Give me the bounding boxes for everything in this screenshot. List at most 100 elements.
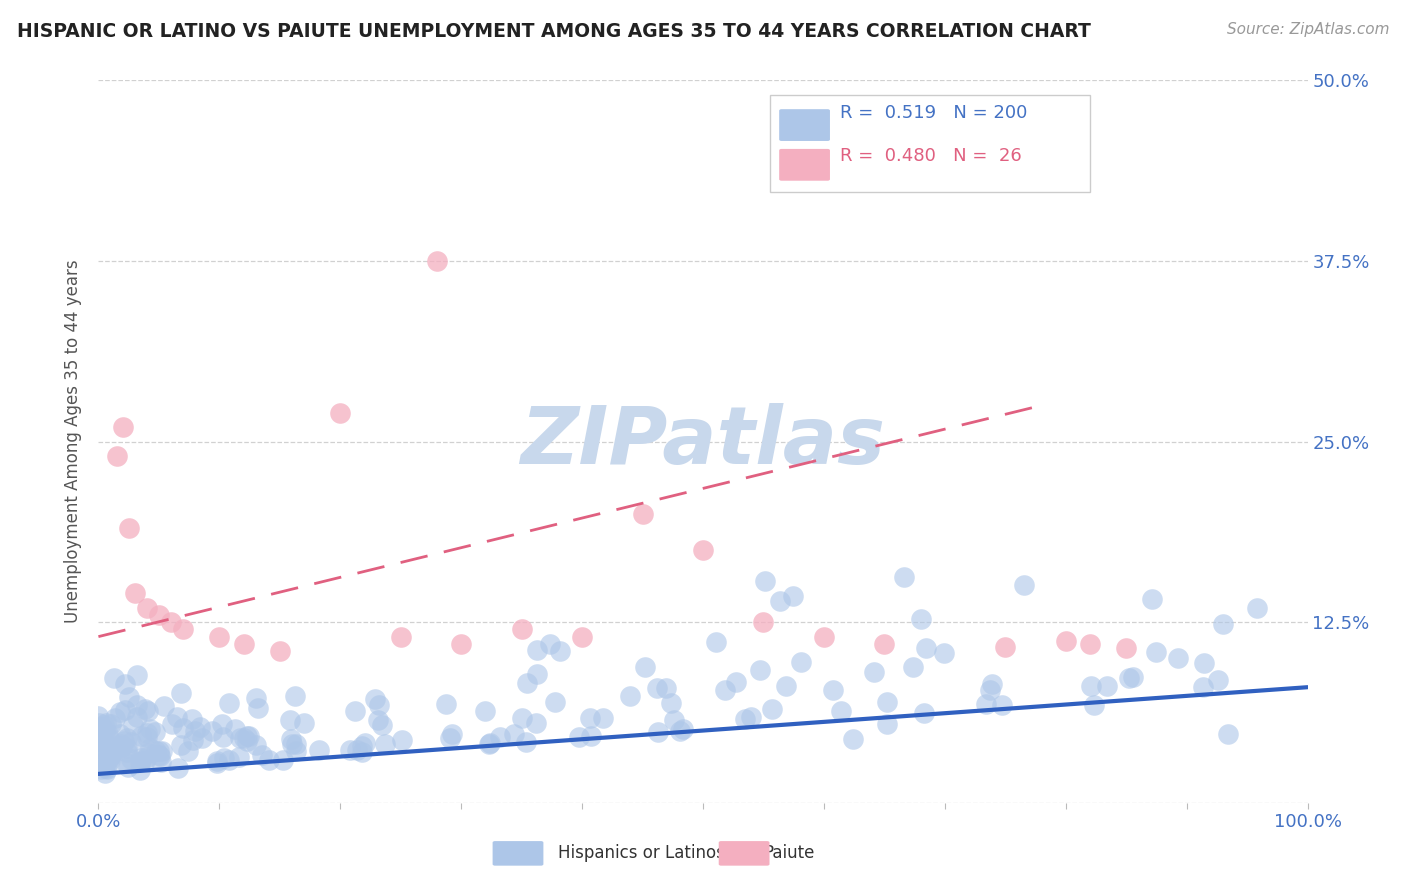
Point [285,737,308,751]
Point [97,730,120,744]
Point [110,739,132,754]
Point [1246,600,1268,615]
Point [489,731,512,745]
Point [145,744,167,758]
Point [233,731,256,745]
Point [669,724,692,739]
Point [191,731,214,746]
Point [990,698,1012,713]
Point [108,727,131,741]
Point [645,681,668,695]
Point [167,761,190,775]
Point [389,630,412,644]
Point [932,646,955,660]
Point [100,748,122,763]
Point [135,730,157,744]
Point [789,655,811,669]
Point [218,753,240,767]
Point [129,754,152,768]
Point [352,739,374,753]
Point [98,745,121,759]
Point [148,747,170,762]
Point [160,717,183,731]
Point [371,718,394,732]
Point [915,640,938,655]
Point [117,741,139,756]
Point [153,698,176,713]
Point [647,724,669,739]
Text: ZIPatlas: ZIPatlas [520,402,886,481]
Point [245,738,267,752]
Point [426,253,449,268]
Point [238,729,260,743]
Point [450,637,472,651]
Point [1080,679,1102,693]
FancyBboxPatch shape [718,841,769,865]
Point [181,712,204,726]
Point [1218,726,1240,740]
Point [724,675,747,690]
Point [96,715,118,730]
Point [502,727,524,741]
Point [208,630,231,644]
Point [740,710,762,724]
Point [184,724,207,739]
Point [830,704,852,718]
Point [893,569,915,583]
Point [127,698,149,712]
FancyBboxPatch shape [492,841,543,865]
Point [876,695,898,709]
Point [218,697,240,711]
Point [229,731,252,745]
Point [90,728,112,742]
Point [578,711,600,725]
Point [108,705,131,719]
Point [150,756,173,770]
Point [548,644,571,658]
Point [170,686,193,700]
Point [100,747,122,762]
Point [87,727,110,741]
Point [842,731,865,746]
Point [148,744,170,758]
Point [236,734,259,748]
Point [281,737,304,751]
Point [135,726,157,740]
Point [662,714,685,728]
Point [654,681,676,696]
Point [981,676,1004,690]
Point [87,741,110,756]
Point [212,751,235,765]
Point [1054,634,1077,648]
Point [391,732,413,747]
Point [749,663,772,677]
Point [269,644,291,658]
Point [94,724,117,739]
Point [592,711,614,725]
Point [129,755,152,769]
Point [821,682,844,697]
Point [148,607,170,622]
Point [94,755,117,769]
Point [172,623,194,637]
Point [114,703,136,717]
Text: R =  0.480   N =  26: R = 0.480 N = 26 [839,147,1021,165]
Text: R =  0.519   N = 200: R = 0.519 N = 200 [839,103,1026,122]
Point [98,752,121,766]
Point [152,744,174,758]
Point [568,730,591,744]
Point [308,743,330,757]
Point [97,727,120,741]
Point [510,711,533,725]
Point [98,753,121,767]
Point [91,731,114,746]
Point [912,706,935,720]
Point [143,725,166,739]
Point [346,743,368,757]
Point [271,753,294,767]
Point [353,736,375,750]
FancyBboxPatch shape [779,109,830,141]
Point [207,754,229,768]
Point [139,723,162,737]
Point [94,765,117,780]
